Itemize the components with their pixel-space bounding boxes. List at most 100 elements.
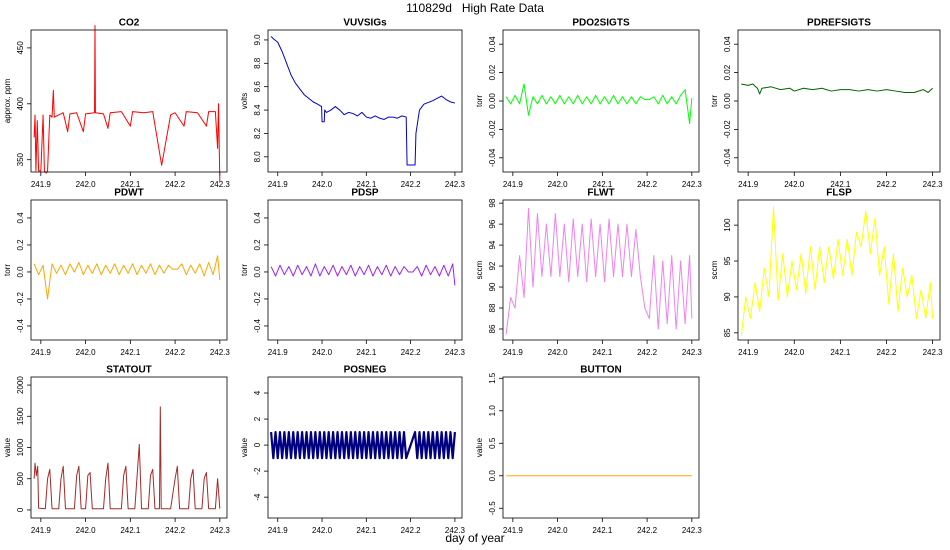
x-tick-label: 242.0 [548,348,569,357]
x-tick-label: 242.3 [682,348,703,357]
x-tick-label: 242.1 [592,180,613,189]
x-tick-label: 241.9 [268,526,289,535]
y-tick-label: -0.2 [253,292,262,306]
plot-frame [30,29,228,173]
y-tick-label: 0.04 [723,36,732,52]
x-tick-label: 242.3 [923,348,944,357]
x-tick-label: 242.3 [682,180,703,189]
data-line [505,83,693,125]
x-tick-label: 242.0 [312,526,333,535]
y-axis-label: sccm [475,260,484,279]
y-axis-label: torr [3,264,12,276]
x-tick-label: 242.2 [401,526,422,535]
y-tick-label: -0.04 [723,148,732,167]
x-tick-label: 242.3 [923,180,944,189]
y-tick-label: 94 [488,240,497,249]
x-tick-label: 242.1 [592,348,613,357]
y-axis-label: value [475,437,484,457]
x-tick-label: 241.9 [503,526,524,535]
y-tick-label: -0.2 [16,292,25,306]
x-tick-label: 242.0 [548,180,569,189]
data-line [270,36,456,166]
y-tick-label: 8.2 [253,127,262,139]
y-tick-label: 95 [723,256,732,265]
x-tick-label: 241.9 [31,526,52,535]
x-tick-label: 242.1 [120,348,141,357]
x-tick-label: 242.2 [876,180,897,189]
y-tick-label: 1500 [16,407,25,425]
plot-frame [267,29,463,173]
y-tick-label: 0.02 [488,64,497,80]
y-tick-label: 0.04 [488,36,497,52]
y-axis-label: torr [710,95,719,107]
y-tick-label: 8.6 [253,81,262,93]
y-tick-label: 0.2 [253,239,262,251]
x-tick-label: 242.1 [356,348,377,357]
data-line [33,25,221,183]
panel-title: STATOUT [106,365,152,376]
plot-frame [502,29,700,173]
y-tick-label: 0.2 [16,239,25,251]
y-tick-label: 0 [253,442,262,447]
panel-title: PDO2SIGTS [572,18,630,29]
x-tick-label: 242.0 [76,526,97,535]
y-tick-label: 1.0 [488,405,497,417]
figure-title: 110829d High Rate Data [406,1,544,15]
plot-frame [737,199,941,341]
y-tick-label: 86 [488,324,497,333]
x-tick-label: 241.9 [738,180,759,189]
x-tick-label: 242.3 [445,180,466,189]
x-tick-label: 241.9 [503,348,524,357]
x-tick-label: 242.2 [165,526,186,535]
y-tick-label: -4 [253,493,262,501]
y-tick-label: 90 [488,282,497,291]
x-tick-label: 242.1 [356,180,377,189]
data-line [741,83,933,95]
y-axis-label: value [3,437,12,457]
y-tick-label: 0.0 [16,266,25,278]
x-tick-label: 242.2 [637,348,658,357]
x-tick-label: 242.0 [548,526,569,535]
y-axis-label: torr [240,264,249,276]
y-axis-label: torr [475,95,484,107]
y-tick-label: 90 [723,292,732,301]
x-tick-label: 242.3 [210,348,231,357]
y-axis-label: volts [240,93,249,109]
y-tick-label: -0.02 [488,120,497,139]
y-tick-label: 500 [16,472,25,486]
x-tick-label: 242.1 [120,526,141,535]
y-tick-label: 0 [16,507,25,512]
panel-title: POSNEG [344,365,387,376]
y-tick-label: -0.4 [16,319,25,333]
plot-frame [267,376,463,519]
y-axis-label: approx. ppm [3,78,12,123]
x-tick-label: 242.2 [401,180,422,189]
plot-frame [737,29,941,173]
x-tick-label: 242.1 [120,180,141,189]
x-tick-label: 242.2 [165,348,186,357]
x-tick-label: 242.1 [830,180,851,189]
y-tick-label: 350 [16,152,25,166]
x-tick-label: 241.9 [268,348,289,357]
y-tick-label: 92 [488,261,497,270]
x-tick-label: 241.9 [268,180,289,189]
y-tick-label: 0.4 [253,212,262,224]
x-tick-label: 242.3 [210,180,231,189]
y-tick-label: -0.4 [253,319,262,333]
y-tick-label: 450 [16,41,25,55]
x-tick-label: 242.2 [165,180,186,189]
x-tick-label: 241.9 [31,348,52,357]
panel-title: FLWT [587,188,614,199]
x-tick-label: 241.9 [738,348,759,357]
y-tick-label: 9.0 [253,34,262,46]
x-tick-label: 242.0 [312,348,333,357]
panel-title: VUVSIGs [343,18,387,29]
y-tick-label: -0.04 [488,148,497,167]
y-tick-label: 0.02 [723,64,732,80]
y-tick-label: 100 [723,218,732,232]
y-tick-label: 2 [253,416,262,421]
data-line [33,255,221,300]
y-tick-label: 0.00 [488,93,497,109]
y-tick-label: 88 [488,303,497,312]
